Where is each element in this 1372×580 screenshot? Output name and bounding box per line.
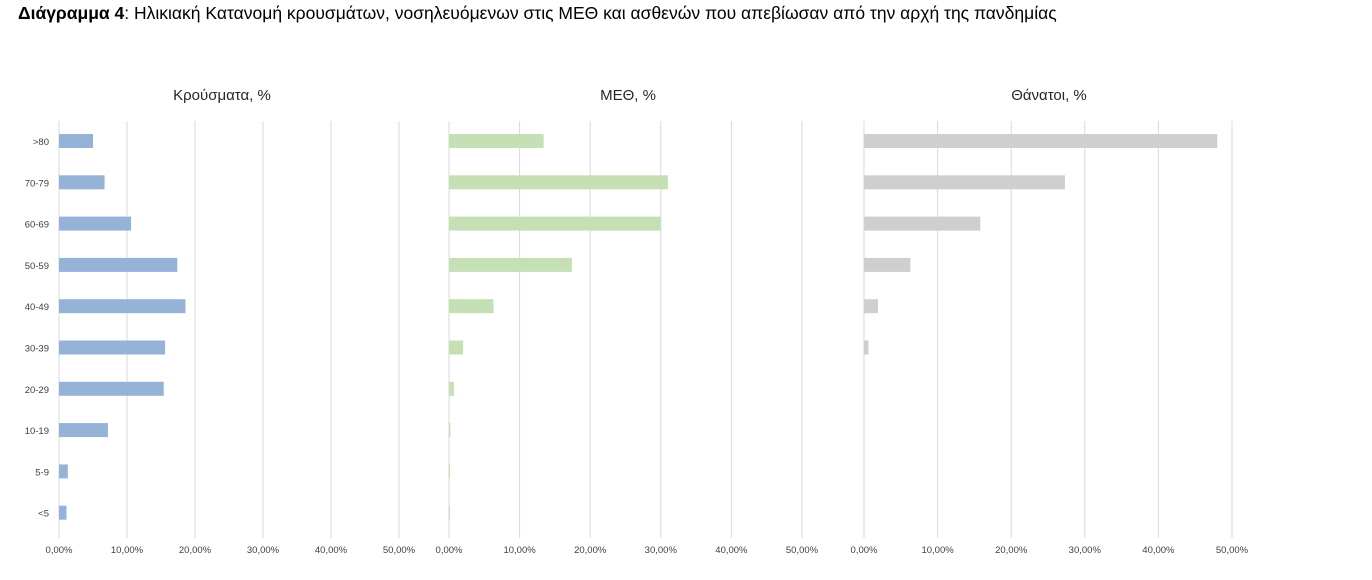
bar [864,257,911,272]
bar [864,340,869,355]
chart-panel-2: 0,00% 10,00% 20,00% 30,00% 40,00% 50,00% ΜΕΘ, … [436,87,819,556]
bar [864,216,981,231]
bar [59,340,166,355]
x-tick-label: 0,00% [436,545,463,556]
bar [59,505,67,520]
x-tick-label: 30,00% [1069,545,1102,556]
category-label: 10-19 [25,426,49,437]
chart-title: ΜΕΘ, % [600,87,656,104]
bar [449,134,544,148]
bar [449,175,668,190]
bar [59,257,178,272]
bar [864,134,1218,148]
x-tick-label: 30,00% [645,545,678,556]
bar [449,464,450,479]
bar [449,340,464,355]
x-tick-label: 40,00% [315,545,348,556]
x-tick-label: 10,00% [503,545,536,556]
bar [864,299,878,314]
chart-panel-3: 0,00% 10,00% 20,00% 30,00% 40,00% 50,00% Θάνατ… [851,87,1249,556]
figure-title-text: : Ηλικιακή Κατανομή κρουσμάτων, νοσηλευό… [124,3,1057,23]
category-label: 30-39 [25,344,49,355]
chart-panel-1: 0,00% 10,00% 20,00% 30,00% 40,00% 50,00% Κρούσ… [46,87,416,556]
bar [59,423,108,438]
category-label: 20-29 [25,385,49,396]
bar [449,423,451,438]
x-tick-label: 20,00% [995,545,1028,556]
bar [864,175,1065,190]
bar [59,299,186,314]
x-tick-label: 50,00% [786,545,819,556]
chart-title: Κρούσματα, % [173,87,271,104]
figure-title: Διάγραμμα 4: Ηλικιακή Κατανομή κρουσμάτω… [18,3,1057,24]
x-tick-label: 40,00% [715,545,748,556]
category-label: 40-49 [25,302,49,313]
x-tick-label: 40,00% [1142,545,1175,556]
bar [449,381,454,396]
category-label: 5-9 [35,467,49,478]
bar [449,505,450,520]
category-label: 70-79 [25,178,49,189]
x-tick-label: 0,00% [851,545,878,556]
x-tick-label: 10,00% [921,545,954,556]
y-axis-category-labels: >80 70-79 60-69 50-59 40-49 30-39 20-29 10-19 5-… [25,137,49,520]
x-tick-label: 30,00% [247,545,280,556]
bar [449,257,572,272]
x-tick-label: 0,00% [46,545,73,556]
bar [449,216,661,231]
category-label: 60-69 [25,220,49,231]
bar [59,216,132,231]
category-label: 50-59 [25,261,49,272]
x-tick-label: 20,00% [574,545,607,556]
figure-label: Διάγραμμα 4 [18,3,125,23]
chart-title: Θάνατοι, % [1011,87,1087,104]
category-label: <5 [38,509,49,520]
bar [449,299,494,314]
bar [59,175,105,190]
category-label: >80 [33,137,49,148]
bar [59,134,93,148]
x-tick-label: 50,00% [383,545,416,556]
x-tick-label: 20,00% [179,545,212,556]
bar [59,381,164,396]
bar [59,464,68,479]
x-tick-label: 10,00% [111,545,144,556]
x-tick-label: 50,00% [1216,545,1249,556]
